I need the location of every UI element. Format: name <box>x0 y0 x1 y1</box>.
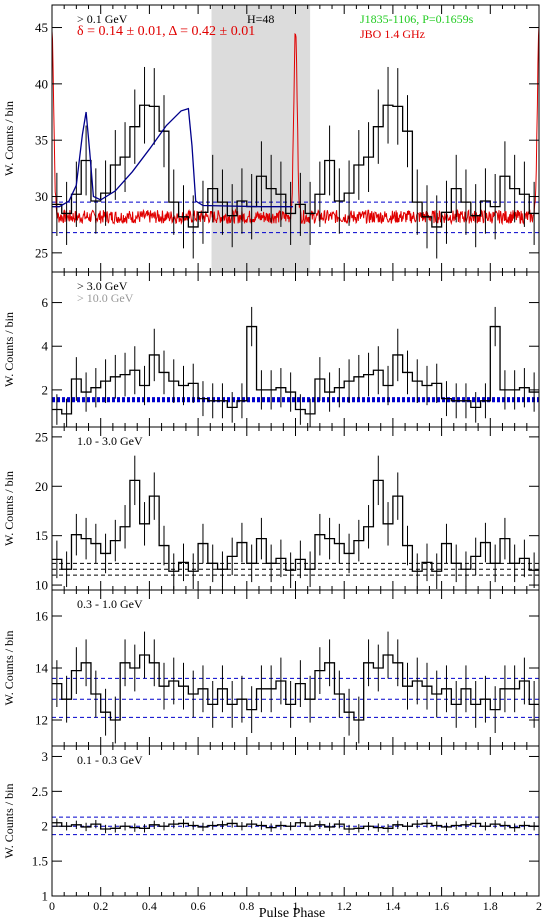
x-tick-label: 0.8 <box>239 899 254 913</box>
y-tick-label: 2.5 <box>32 784 48 799</box>
off-pulse-shading <box>211 5 311 272</box>
x-tick-label: 1 <box>293 899 299 913</box>
y-tick-label: 14 <box>35 661 49 676</box>
radio-profile-line <box>52 25 539 226</box>
y-axis-title: W. Counts / bin <box>2 471 16 546</box>
x-axis-title: Pulse Phase <box>259 906 326 921</box>
y-tick-label: 12 <box>35 713 48 728</box>
y-tick-label: 40 <box>35 76 48 91</box>
legend-label: 0.1 - 0.3 GeV <box>77 753 143 767</box>
x-tick-label: 1.6 <box>434 899 449 913</box>
x-tick-label: 1.2 <box>337 899 352 913</box>
legend-label: > 0.1 GeV <box>77 12 128 26</box>
y-tick-label: 20 <box>35 479 48 494</box>
panel-data <box>52 25 539 259</box>
legend-label: > 10.0 GeV <box>77 291 134 305</box>
y-tick-label: 25 <box>35 245 48 260</box>
y-axis-title: W. Counts / bin <box>2 784 16 859</box>
y-axis-title: W. Counts / bin <box>2 101 16 176</box>
pulse-fit-curve <box>52 107 294 208</box>
x-tick-label: 1.4 <box>385 899 400 913</box>
x-tick-label: 0.6 <box>191 899 206 913</box>
panel-data <box>52 816 539 836</box>
y-axis-title: W. Counts / bin <box>2 312 16 387</box>
y-tick-label: 35 <box>35 133 48 148</box>
y-tick-label: 15 <box>35 528 48 543</box>
y-axis-title: W. Counts / bin <box>2 631 16 706</box>
y-tick-label: 45 <box>35 20 48 35</box>
x-tick-label: 0.4 <box>142 899 157 913</box>
y-tick-label: 25 <box>35 429 48 444</box>
y-tick-label: 4 <box>42 339 49 354</box>
panel-2: 2 4 6 W. Counts / bin > 3.0 GeV> 10.0 GeV <box>2 271 540 428</box>
y-tick-label: 10 <box>35 578 48 593</box>
y-tick-label: 3 <box>42 749 49 764</box>
panel-data <box>52 306 539 427</box>
legend-label: > 3.0 GeV <box>77 279 128 293</box>
y-tick-label: 1.5 <box>32 854 48 869</box>
y-tick-label: 2 <box>42 382 49 397</box>
x-tick-label: 0 <box>49 899 55 913</box>
y-tick-label: 30 <box>35 189 48 204</box>
x-tick-label: 1.8 <box>483 899 498 913</box>
histogram-steps <box>52 654 539 721</box>
panel-data <box>52 455 539 590</box>
annotation-label: JBO 1.4 GHz <box>360 27 425 41</box>
panel-3: 10 15 20 25 W. Counts / bin 1.0 - 3.0 GeV <box>2 426 540 593</box>
legend-label: δ = 0.14 ± 0.01, Δ = 0.42 ± 0.01 <box>77 24 255 39</box>
x-tick-label: 0.2 <box>93 899 108 913</box>
y-tick-label: 2 <box>42 819 49 834</box>
panel-5: 0 0.2 0.4 0.6 0.8 1 1.2 1.4 1.6 1.8 2 1 1.5 2 2.5 3 W. C… <box>2 745 542 913</box>
histogram-steps <box>52 325 539 415</box>
annotation-label: J1835-1106, P=0.1659s <box>360 12 474 26</box>
panel-4: 12 14 16 W. Counts / bin 0.3 - 1.0 GeV <box>2 589 540 747</box>
panel-data <box>52 631 539 744</box>
legend-label: 1.0 - 3.0 GeV <box>77 434 143 448</box>
y-tick-label: 6 <box>42 295 49 310</box>
x-tick-label: 2 <box>536 899 542 913</box>
legend-label: 0.3 - 1.0 GeV <box>77 597 143 611</box>
y-tick-label: 1 <box>42 889 49 904</box>
annotation-label: H=48 <box>247 12 274 26</box>
y-tick-label: 16 <box>35 609 49 624</box>
